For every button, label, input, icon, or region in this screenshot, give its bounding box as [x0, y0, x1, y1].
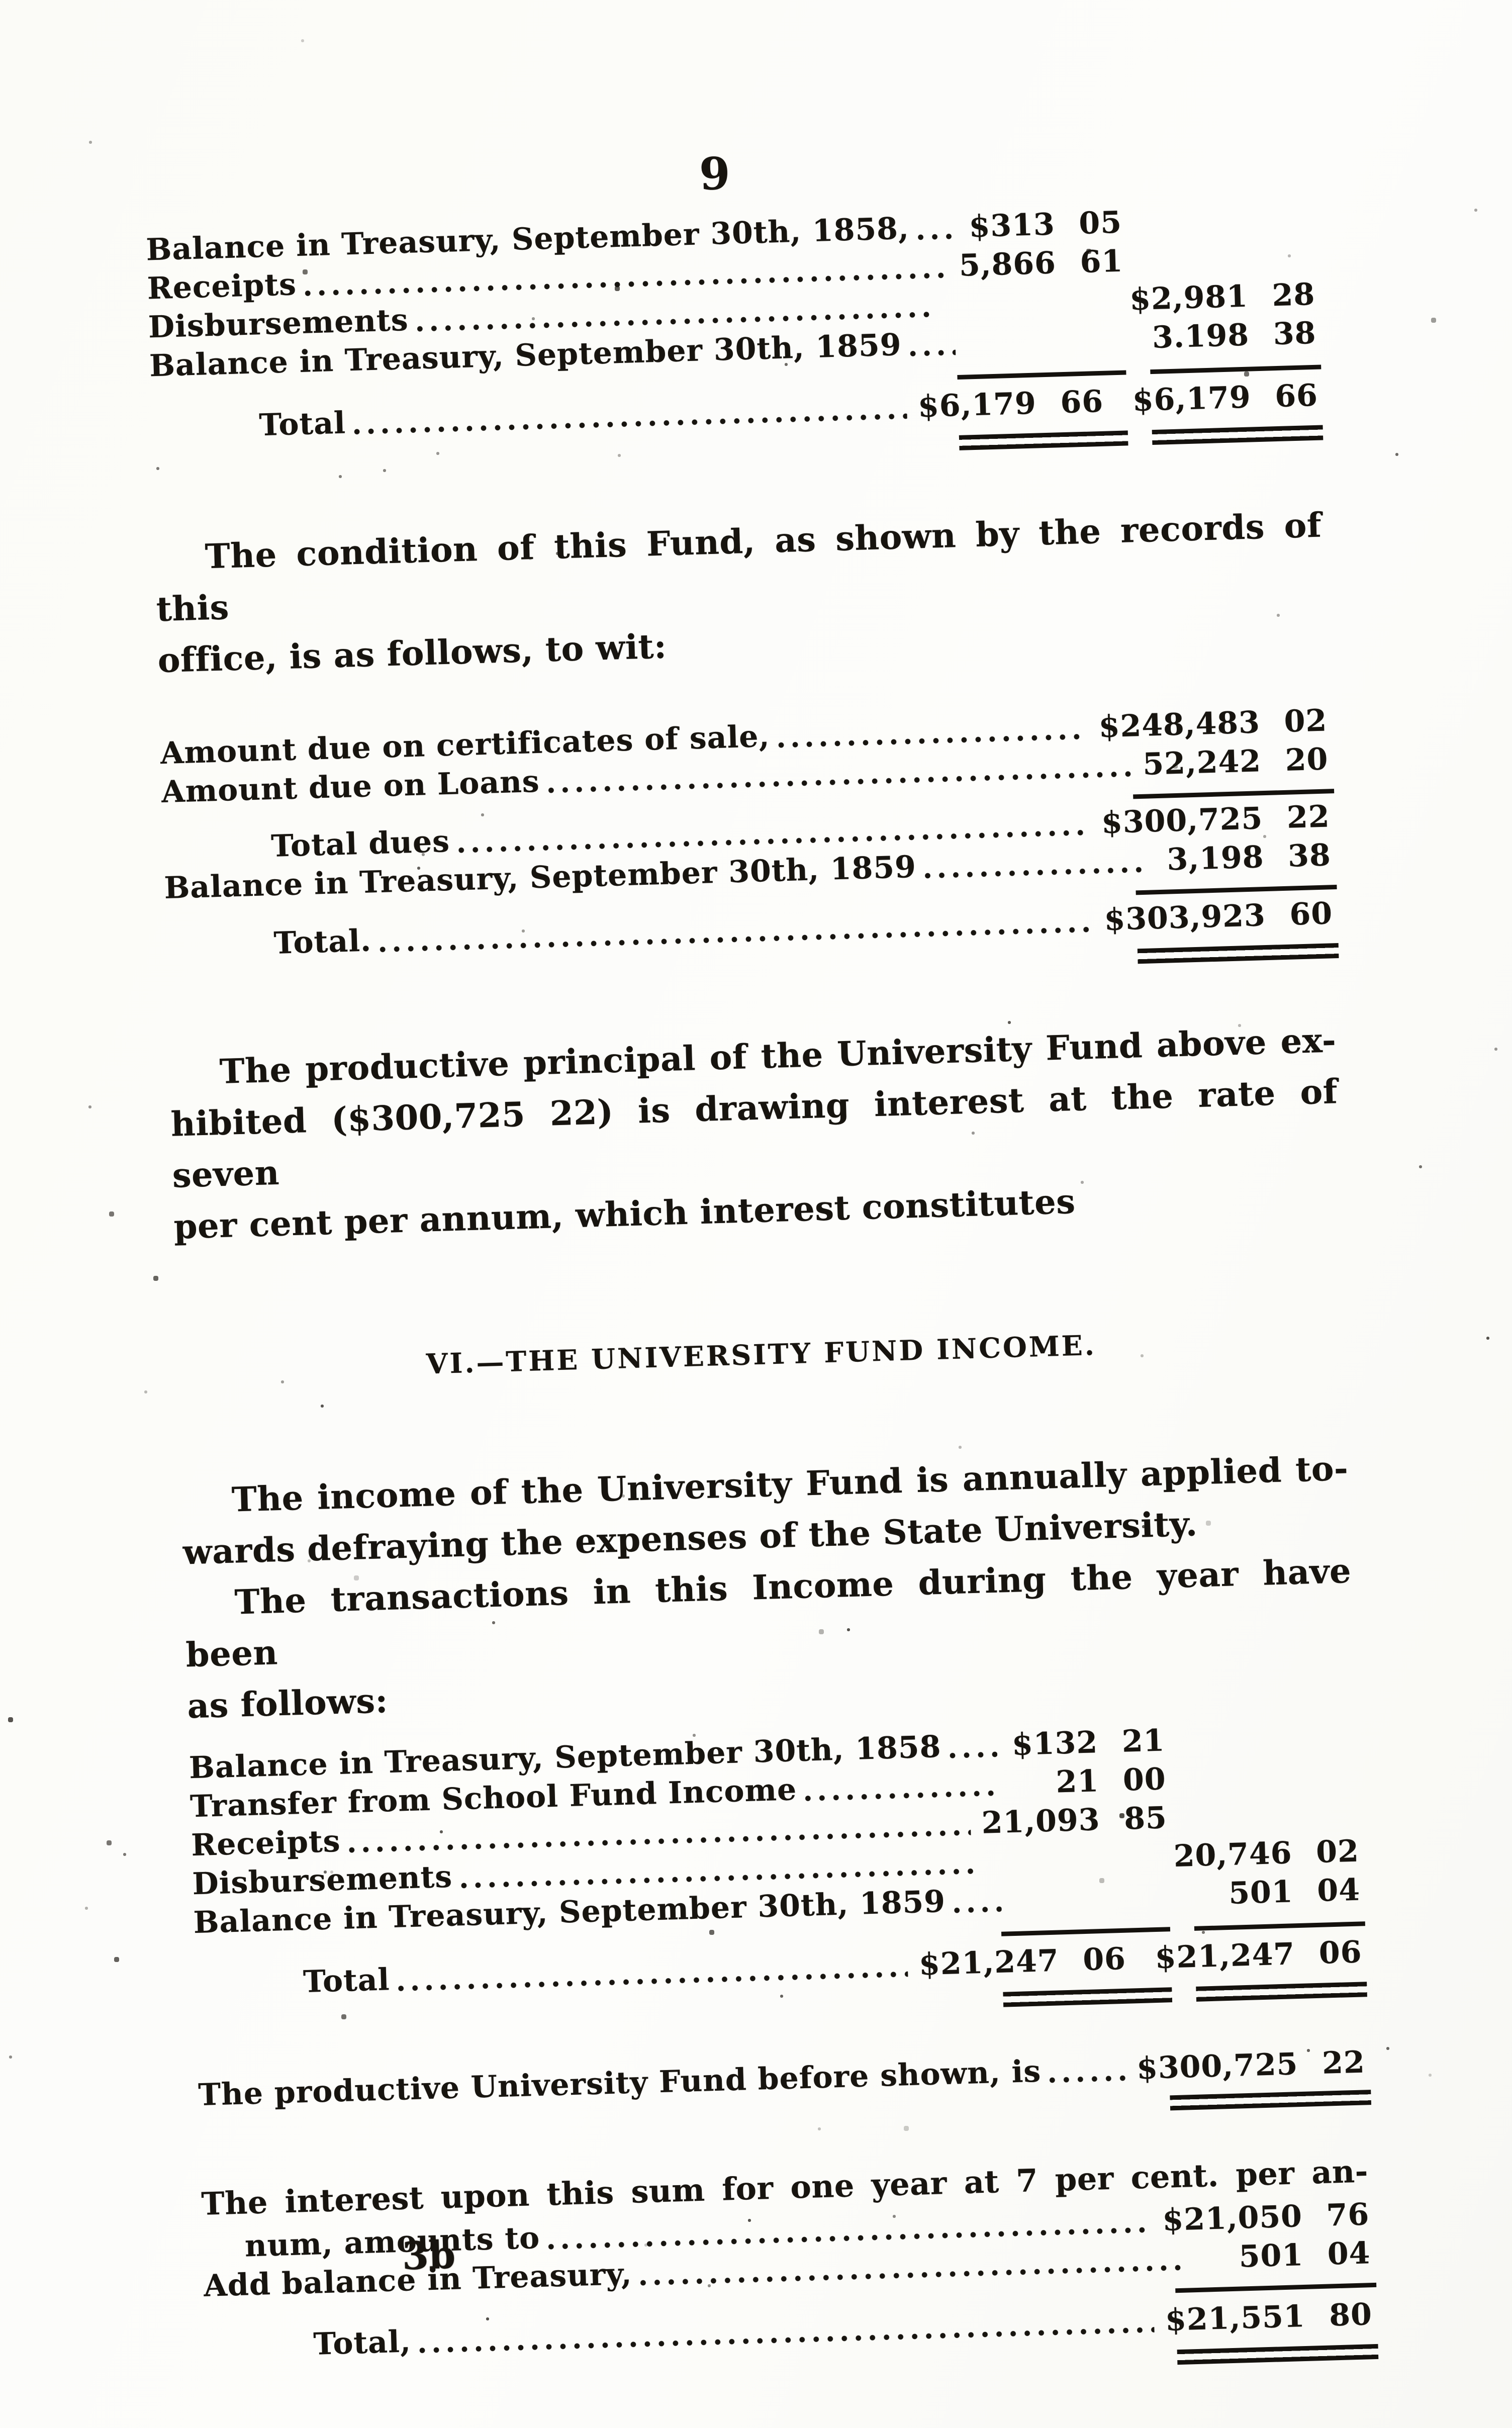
section-heading: VI.—THE UNIVERSITY FUND INCOME.: [426, 1328, 1097, 1380]
page-content: 9 Balance in Treasury, September 30th, 1…: [144, 129, 1374, 2392]
row-label: Receipts: [191, 1823, 341, 1863]
amount: $248,483 02: [1098, 703, 1328, 745]
amount: 3,198 38: [1166, 837, 1332, 878]
dot-leader: [917, 208, 955, 248]
condition-paragraph: The condition of this Fund, as shown by …: [154, 500, 1326, 687]
amount-col1: [967, 358, 1123, 363]
amount-col1: $313 05: [968, 205, 1122, 245]
amount: 52,242 20: [1142, 741, 1329, 782]
amount-col2: $2,981 28: [1129, 276, 1316, 318]
dot-leader: [924, 842, 1144, 886]
dot-leader: [953, 1881, 1002, 1921]
row-label: Total: [258, 405, 346, 443]
productive-fund-section: The productive University Fund before sh…: [198, 2043, 1366, 2138]
amount-col2: 501 04: [1228, 1872, 1361, 1911]
column-gap: [1170, 1914, 1199, 1915]
amount-col1: 5,866 61: [959, 243, 1124, 284]
amount: $303,923 60: [1103, 896, 1333, 938]
dot-leader: [909, 324, 956, 364]
principal-paragraph: The productive principal of the Universi…: [169, 1014, 1342, 1252]
amount: $21,050 76: [1162, 2197, 1370, 2238]
amount-col1: $21,247 06: [918, 1941, 1126, 1983]
row-label: Total,: [313, 2324, 412, 2362]
amount-col2: 20,746 02: [1173, 1833, 1360, 1874]
amount-col2: $6,179 66: [1131, 378, 1318, 419]
row-label: Total: [303, 1962, 391, 2000]
amount-col1: 21 00: [1055, 1761, 1167, 1800]
row-label: Total.: [273, 923, 372, 961]
amount-col2: $21,247 06: [1154, 1934, 1363, 1976]
amount-col1: [1013, 1915, 1170, 1919]
column-gap: [1123, 357, 1153, 358]
column-gap: [1104, 420, 1133, 421]
amount: $300,725 22: [1101, 799, 1331, 841]
scan-noise: [0, 0, 1, 1]
interest-section: The interest upon this sum for one year …: [201, 2147, 1373, 2392]
column-gap: [1126, 1978, 1156, 1979]
income-statement-table: Balance in Treasury, September 30th, 185…: [188, 1716, 1363, 2030]
amount-col1: $132 21: [1011, 1723, 1166, 1762]
row-label: Receipts: [146, 267, 297, 307]
fund-statement-table: Balance in Treasury, September 30th, 185…: [146, 198, 1319, 473]
dot-leader: [949, 1726, 997, 1766]
amount: $300,725 22: [1136, 2044, 1366, 2087]
transactions-paragraph: The transactions in this Income during t…: [183, 1545, 1355, 1732]
dot-leader: [397, 1946, 908, 1999]
row-label: Disbursements: [192, 1859, 453, 1902]
row-label: Disbursements: [148, 302, 409, 345]
dot-leader: [804, 1765, 999, 1809]
amount-col1: 21,093 85: [981, 1800, 1168, 1841]
dot-leader: [1049, 2050, 1126, 2091]
amount: $21,551 80: [1165, 2297, 1373, 2338]
signature-mark: 3b: [401, 2232, 456, 2279]
amount-col1: $6,179 66: [917, 384, 1104, 425]
dot-leader: [353, 388, 908, 442]
amount-col2: 3.198 38: [1152, 315, 1317, 355]
amount: 501 04: [1238, 2235, 1371, 2275]
condition-statement-table: Amount due on certificates of sale, $248…: [160, 701, 1334, 991]
